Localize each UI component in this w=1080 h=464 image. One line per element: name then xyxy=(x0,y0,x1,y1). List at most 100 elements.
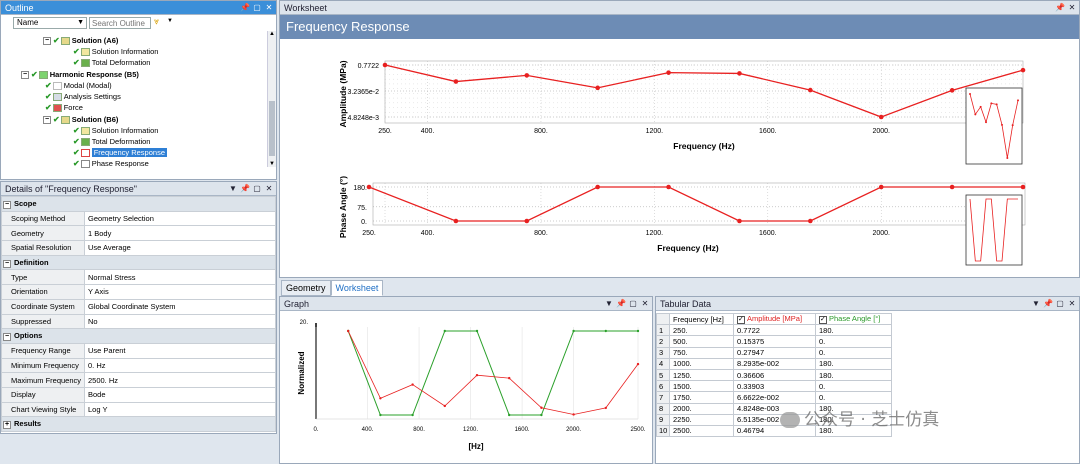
table-row[interactable]: 2 500. 0.15375 0. xyxy=(656,335,892,348)
table-row[interactable]: 1 250. 0.7722 180. xyxy=(656,324,892,337)
collapse-icon[interactable]: − xyxy=(43,37,51,46)
maximize-icon[interactable]: ▢ xyxy=(1056,299,1064,308)
cell-phase: 0. xyxy=(815,346,892,359)
details-value[interactable]: Normal Stress xyxy=(84,269,276,286)
tree-item-selected[interactable]: ✔ Frequency Response xyxy=(73,147,167,158)
pin-icon[interactable]: 📌 xyxy=(240,3,250,12)
tree-item[interactable]: ✔ Solution Information xyxy=(73,125,158,136)
tab-geometry[interactable]: Geometry xyxy=(281,280,331,296)
collapse-icon[interactable]: − xyxy=(21,71,29,80)
collapse-icon[interactable]: − xyxy=(3,333,11,342)
details-value[interactable]: 1 Body xyxy=(84,225,276,242)
close-icon[interactable]: ✕ xyxy=(641,299,649,308)
pin-icon[interactable]: 📌 xyxy=(1043,299,1053,308)
table-row[interactable]: 10 2500. 0.46794 180. xyxy=(656,424,892,438)
table-row[interactable]: 3 750. 0.27947 0. xyxy=(656,346,892,359)
filter-icon[interactable]: ⩔ xyxy=(154,16,160,26)
tab-worksheet[interactable]: Worksheet xyxy=(330,280,384,296)
details-row[interactable]: Type Normal Stress xyxy=(1,269,276,286)
name-dropdown[interactable]: Name ▼ xyxy=(13,17,87,29)
details-section-header[interactable]: + Results xyxy=(1,416,276,432)
y-axis-label: Amplitude (MPa) xyxy=(338,60,348,127)
collapse-icon[interactable]: − xyxy=(43,116,51,125)
details-row[interactable]: Chart Viewing Style Log Y xyxy=(1,401,276,418)
tree-item-label: Solution (A6) xyxy=(71,36,119,45)
deformation-icon xyxy=(80,138,90,147)
details-row[interactable]: Display Bode xyxy=(1,386,276,403)
dropdown-arrow-icon[interactable]: ▼ xyxy=(229,184,237,193)
tree-item[interactable]: ✔ Phase Response xyxy=(73,158,149,169)
tree-item[interactable]: − ✔ Solution (A6) xyxy=(43,35,118,46)
table-row[interactable]: 7 1750. 6.6622e-002 0. xyxy=(656,391,892,404)
tree-item[interactable]: ✔ Total Deformation xyxy=(73,136,150,147)
tree-item[interactable]: ✔ Force xyxy=(45,102,83,113)
details-section-header[interactable]: − Definition xyxy=(1,254,276,271)
tree-item[interactable]: − ✔ Solution (B6) xyxy=(43,114,118,125)
scroll-down-icon[interactable]: ▼ xyxy=(269,161,275,167)
details-value[interactable]: Use Average xyxy=(84,240,276,256)
close-icon[interactable]: ✕ xyxy=(1068,3,1076,12)
details-row[interactable]: Frequency Range Use Parent xyxy=(1,342,276,359)
checkbox-icon[interactable]: ✓ xyxy=(819,316,827,325)
details-value[interactable]: Global Coordinate System xyxy=(84,298,276,315)
table-row[interactable]: 5 1250. 0.36606 180. xyxy=(656,368,892,382)
maximize-icon[interactable]: ▢ xyxy=(629,299,637,308)
search-input[interactable] xyxy=(89,17,151,29)
dropdown-arrow-icon[interactable]: ▼ xyxy=(1032,299,1040,308)
pin-icon[interactable]: 📌 xyxy=(240,184,250,193)
details-row[interactable]: Spatial Resolution Use Average xyxy=(1,240,276,256)
table-row[interactable]: 6 1500. 0.33903 0. xyxy=(656,380,892,393)
checkbox-icon[interactable]: ✓ xyxy=(737,316,745,325)
tree-item[interactable]: ✔ Analysis Settings xyxy=(45,91,121,102)
close-icon[interactable]: ✕ xyxy=(265,3,273,12)
details-value[interactable]: Y Axis xyxy=(84,284,276,300)
table-row[interactable]: 4 1000. 8.2935e-002 180. xyxy=(656,357,892,370)
details-value[interactable]: Log Y xyxy=(84,401,276,418)
tree-item[interactable]: ✔ Total Deformation xyxy=(73,57,150,68)
details-row[interactable]: Maximum Frequency 2500. Hz xyxy=(1,372,276,388)
details-key: Geometry xyxy=(1,225,85,242)
data-point xyxy=(595,184,600,190)
scroll-up-icon[interactable]: ▲ xyxy=(269,31,275,37)
details-value[interactable]: Use Parent xyxy=(84,342,276,359)
details-value[interactable]: 0. Hz xyxy=(84,357,276,374)
pin-icon[interactable]: 📌 xyxy=(616,299,626,308)
close-icon[interactable]: ✕ xyxy=(265,184,273,193)
cell-frequency: 2000. xyxy=(669,402,734,415)
dropdown-arrow-icon[interactable]: ▼ xyxy=(167,18,173,24)
close-icon[interactable]: ✕ xyxy=(1068,299,1076,308)
details-row[interactable]: Orientation Y Axis xyxy=(1,284,276,300)
details-value[interactable]: Geometry Selection xyxy=(84,210,276,227)
details-row[interactable]: Scoping Method Geometry Selection xyxy=(1,210,276,227)
details-row[interactable]: Geometry 1 Body xyxy=(1,225,276,242)
details-value[interactable]: No xyxy=(84,313,276,330)
header-phase[interactable]: ✓ Phase Angle [°] xyxy=(815,312,892,326)
scroll-thumb[interactable] xyxy=(269,101,275,156)
worksheet-header-bar: Frequency Response xyxy=(280,15,1079,39)
collapse-icon[interactable]: − xyxy=(3,200,11,209)
details-value[interactable]: 2500. Hz xyxy=(84,372,276,388)
preview-point xyxy=(1001,123,1003,126)
details-section-header[interactable]: − Scope xyxy=(1,196,276,212)
maximize-icon[interactable]: ▢ xyxy=(253,184,261,193)
details-section-header[interactable]: − Options xyxy=(1,328,276,344)
tree-item[interactable]: − ✔ Harmonic Response (B5) xyxy=(21,69,139,80)
expand-icon[interactable]: + xyxy=(3,421,11,430)
tree-item[interactable]: ✔ Modal (Modal) xyxy=(45,80,112,91)
details-row[interactable]: Minimum Frequency 0. Hz xyxy=(1,357,276,374)
details-row[interactable]: Suppressed No xyxy=(1,313,276,330)
tree-item[interactable]: ✔ Solution Information xyxy=(73,46,158,57)
details-value[interactable]: Bode xyxy=(84,386,276,403)
header-amplitude[interactable]: ✓ Amplitude [MPa] xyxy=(733,312,816,326)
y-tick-label: 75. xyxy=(357,205,367,212)
maximize-icon[interactable]: ▢ xyxy=(253,3,261,12)
pin-icon[interactable]: 📌 xyxy=(1055,3,1065,12)
details-row[interactable]: Coordinate System Global Coordinate Syste… xyxy=(1,298,276,315)
dropdown-arrow-icon[interactable]: ▼ xyxy=(605,299,613,308)
preview-point xyxy=(974,113,977,116)
cell-frequency: 1750. xyxy=(669,391,734,404)
outline-title-bar: Outline 📌 ▢ ✕ xyxy=(1,1,276,15)
collapse-icon[interactable]: − xyxy=(3,259,11,268)
outline-scrollbar[interactable]: ▲ ▼ xyxy=(267,31,276,167)
data-point xyxy=(453,218,459,224)
